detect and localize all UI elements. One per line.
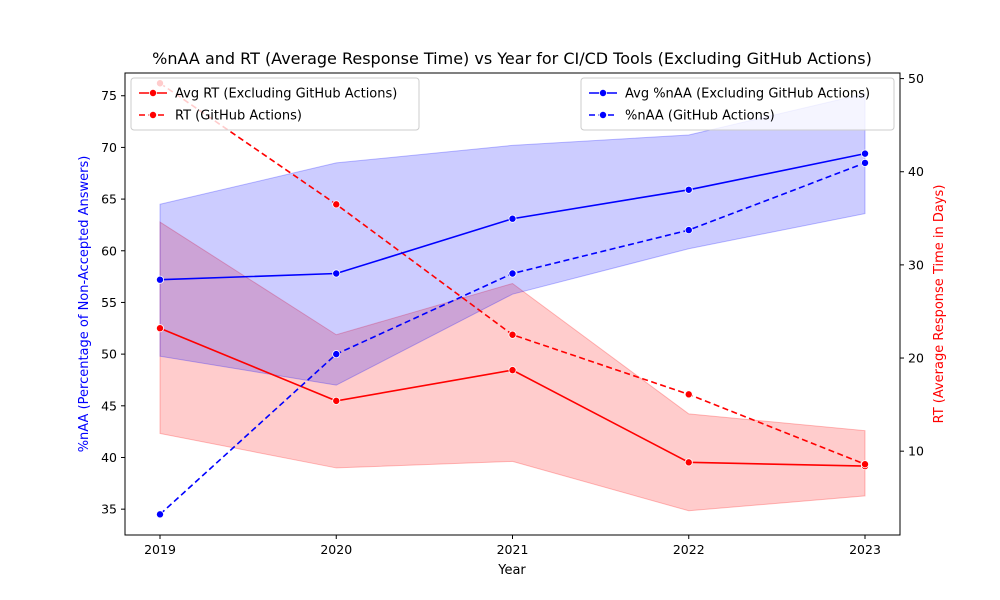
left-y-tick-label: 75 bbox=[101, 88, 117, 103]
point-avg-naa-excluding-github-actions-2021 bbox=[508, 214, 517, 223]
legend-box bbox=[580, 77, 895, 131]
point-rt-github-actions-2023 bbox=[861, 460, 870, 469]
point-naa-github-actions-2021 bbox=[508, 269, 517, 278]
point-avg-naa-excluding-github-actions-2023 bbox=[861, 149, 870, 158]
left-y-tick-label: 50 bbox=[101, 347, 117, 362]
x-tick-label: 2023 bbox=[849, 542, 881, 557]
left-y-tick-label: 40 bbox=[101, 450, 117, 465]
left-y-tick-label: 45 bbox=[101, 398, 117, 413]
legend-marker bbox=[599, 89, 608, 98]
legend-label-avg-naa-excluding-github-actions: Avg %nAA (Excluding GitHub Actions) bbox=[625, 87, 870, 102]
point-rt-github-actions-2020 bbox=[332, 200, 341, 209]
left-y-tick-label: 35 bbox=[101, 502, 117, 517]
band-avg-naa-excluding-github-actions bbox=[159, 93, 866, 386]
x-tick-label: 2021 bbox=[497, 542, 529, 557]
point-avg-rt-excluding-github-actions-2022 bbox=[684, 458, 693, 467]
point-avg-naa-excluding-github-actions-2020 bbox=[332, 269, 341, 278]
x-tick-label: 2019 bbox=[144, 542, 176, 557]
right-y-tick-label: 40 bbox=[908, 164, 924, 179]
left-y-tick-label: 65 bbox=[101, 192, 117, 207]
legend-label-naa-github-actions: %nAA (GitHub Actions) bbox=[625, 109, 775, 124]
right-y-tick-label: 30 bbox=[908, 257, 924, 272]
x-tick-label: 2022 bbox=[673, 542, 705, 557]
x-tick-label: 2020 bbox=[320, 542, 352, 557]
point-rt-github-actions-2021 bbox=[508, 330, 517, 339]
point-avg-naa-excluding-github-actions-2019 bbox=[155, 275, 164, 284]
point-naa-github-actions-2020 bbox=[332, 350, 341, 359]
right-y-axis-ticks: 10 20 30 40 50 bbox=[900, 71, 924, 459]
right-y-axis-label: RT (Average Response Time in Days) bbox=[932, 185, 947, 424]
x-axis-ticks: 2019 2020 2021 2022 2023 bbox=[144, 535, 881, 557]
x-axis-label: Year bbox=[497, 563, 526, 578]
legend-marker bbox=[599, 111, 608, 120]
legend-label-avg-rt-excluding-github-actions: Avg RT (Excluding GitHub Actions) bbox=[175, 87, 397, 102]
left-y-tick-label: 70 bbox=[101, 140, 117, 155]
point-rt-github-actions-2022 bbox=[684, 390, 693, 399]
point-avg-rt-excluding-github-actions-2021 bbox=[508, 366, 517, 375]
point-naa-github-actions-2019 bbox=[155, 510, 164, 519]
point-avg-naa-excluding-github-actions-2022 bbox=[684, 185, 693, 194]
left-y-tick-label: 60 bbox=[101, 243, 117, 258]
right-y-tick-label: 50 bbox=[908, 71, 924, 86]
right-y-tick-label: 20 bbox=[908, 351, 924, 366]
point-avg-rt-excluding-github-actions-2020 bbox=[332, 396, 341, 405]
point-naa-github-actions-2023 bbox=[861, 158, 870, 167]
legend-marker bbox=[148, 89, 157, 98]
point-avg-rt-excluding-github-actions-2019 bbox=[155, 324, 164, 333]
legend-box bbox=[130, 77, 420, 131]
legend-rt: Avg RT (Excluding GitHub Actions) RT (Git… bbox=[130, 77, 420, 131]
legend-marker bbox=[148, 111, 157, 120]
right-y-tick-label: 10 bbox=[908, 444, 924, 459]
left-y-axis-ticks: 35 40 45 50 55 60 65 70 75 bbox=[101, 88, 125, 517]
chart-title: %nAA and RT (Average Response Time) vs Y… bbox=[152, 49, 872, 68]
point-naa-github-actions-2022 bbox=[684, 226, 693, 235]
left-y-tick-label: 55 bbox=[101, 295, 117, 310]
legend-label-rt-github-actions: RT (GitHub Actions) bbox=[175, 109, 302, 124]
legend-naa: Avg %nAA (Excluding GitHub Actions) %nAA … bbox=[580, 77, 895, 131]
left-y-axis-label: %nAA (Percentage of Non-Accepted Answers… bbox=[77, 156, 92, 453]
